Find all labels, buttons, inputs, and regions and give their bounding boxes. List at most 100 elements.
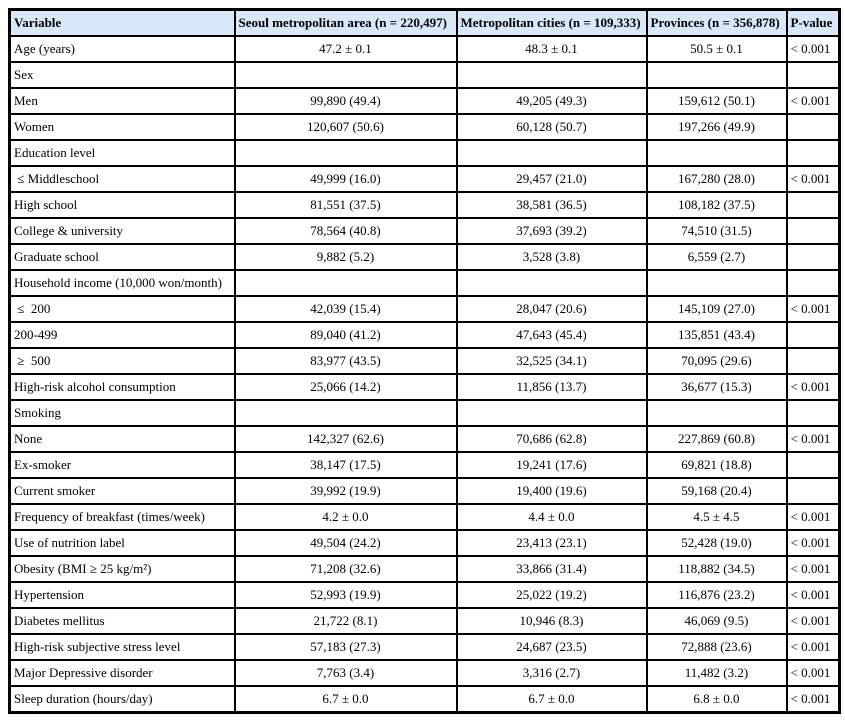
table-row: Age (years) 47.2 ± 0.1 48.3 ± 0.1 50.5 ± 0.… — [8, 35, 841, 63]
cell-variable: Obesity (BMI ≥ 25 kg/m²) — [8, 555, 236, 583]
cell-seoul: 47.2 ± 0.1 — [233, 35, 458, 63]
cell-variable: Education level — [8, 139, 236, 167]
cell-seoul: 39,992 (19.9) — [233, 477, 458, 505]
cell-provinces: 72,888 (23.6) — [645, 633, 788, 661]
table-row: Ex-smoker 38,147 (17.5) 19,241 (17.6) 69,82… — [8, 451, 841, 479]
cell-pvalue — [785, 217, 841, 245]
cell-metro-cities: 32,525 (34.1) — [455, 347, 648, 375]
cell-provinces: 11,482 (3.2) — [645, 659, 788, 687]
cell-metro-cities — [455, 269, 648, 297]
cell-variable: Smoking — [8, 399, 236, 427]
table-row: Frequency of breakfast (times/week) 4.2 ±… — [8, 503, 841, 531]
table-row: High-risk alcohol consumption 25,066 (14.… — [8, 373, 841, 401]
cell-pvalue: < 0.001 — [785, 35, 841, 63]
cell-pvalue: < 0.001 — [785, 555, 841, 583]
cell-provinces: 59,168 (20.4) — [645, 477, 788, 505]
table-body: Age (years) 47.2 ± 0.1 48.3 ± 0.1 50.5 ± 0.… — [8, 35, 841, 714]
cell-metro-cities: 19,400 (19.6) — [455, 477, 648, 505]
cell-seoul — [233, 139, 458, 167]
cell-metro-cities — [455, 139, 648, 167]
cell-seoul: 78,564 (40.8) — [233, 217, 458, 245]
header-row: Variable Seoul metropolitan area (n = 22… — [8, 8, 841, 37]
cell-provinces: 6.8 ± 0.0 — [645, 685, 788, 714]
cell-metro-cities: 25,022 (19.2) — [455, 581, 648, 609]
cell-pvalue — [785, 243, 841, 271]
cell-variable: Sex — [8, 61, 236, 89]
cell-metro-cities: 60,128 (50.7) — [455, 113, 648, 141]
cell-pvalue: < 0.001 — [785, 425, 841, 453]
column-header-seoul: Seoul metropolitan area (n = 220,497) — [233, 8, 458, 37]
cell-pvalue — [785, 399, 841, 427]
table-row: Graduate school 9,882 (5.2) 3,528 (3.8) 6,5… — [8, 243, 841, 271]
cell-variable: Ex-smoker — [8, 451, 236, 479]
cell-pvalue: < 0.001 — [785, 87, 841, 115]
cell-metro-cities: 23,413 (23.1) — [455, 529, 648, 557]
cell-seoul: 7,763 (3.4) — [233, 659, 458, 687]
cell-pvalue: < 0.001 — [785, 633, 841, 661]
table-row: High school 81,551 (37.5) 38,581 (36.5) 108… — [8, 191, 841, 219]
cell-provinces: 118,882 (34.5) — [645, 555, 788, 583]
cell-seoul: 4.2 ± 0.0 — [233, 503, 458, 531]
column-header-pvalue: P-value — [785, 8, 841, 37]
column-header-metro-cities: Metropolitan cities (n = 109,333) — [455, 8, 648, 37]
table-row: Diabetes mellitus 21,722 (8.1) 10,946 (8.3… — [8, 607, 841, 635]
cell-metro-cities: 29,457 (21.0) — [455, 165, 648, 193]
cell-seoul: 9,882 (5.2) — [233, 243, 458, 271]
table-row: ≤ Middleschool 49,999 (16.0) 29,457 (21.0)… — [8, 165, 841, 193]
cell-metro-cities: 28,047 (20.6) — [455, 295, 648, 323]
cell-provinces: 46,069 (9.5) — [645, 607, 788, 635]
cell-pvalue: < 0.001 — [785, 373, 841, 401]
table-row: None 142,327 (62.6) 70,686 (62.8) 227,869 (… — [8, 425, 841, 453]
cell-seoul — [233, 399, 458, 427]
cell-metro-cities: 3,316 (2.7) — [455, 659, 648, 687]
column-header-variable: Variable — [8, 8, 236, 37]
cell-variable: Use of nutrition label — [8, 529, 236, 557]
table-row: Smoking — [8, 399, 841, 427]
cell-seoul: 6.7 ± 0.0 — [233, 685, 458, 714]
cell-pvalue: < 0.001 — [785, 529, 841, 557]
table-row: Men 99,890 (49.4) 49,205 (49.3) 159,612 (50… — [8, 87, 841, 115]
cell-provinces: 4.5 ± 4.5 — [645, 503, 788, 531]
cell-pvalue — [785, 347, 841, 375]
cell-metro-cities: 4.4 ± 0.0 — [455, 503, 648, 531]
cell-seoul: 21,722 (8.1) — [233, 607, 458, 635]
cell-seoul: 81,551 (37.5) — [233, 191, 458, 219]
cell-pvalue: < 0.001 — [785, 581, 841, 609]
cell-seoul — [233, 61, 458, 89]
cell-seoul: 57,183 (27.3) — [233, 633, 458, 661]
cell-metro-cities: 11,856 (13.7) — [455, 373, 648, 401]
cell-seoul — [233, 269, 458, 297]
cell-pvalue — [785, 321, 841, 349]
table-row: Education level — [8, 139, 841, 167]
table-row: Obesity (BMI ≥ 25 kg/m²) 71,208 (32.6) 33,… — [8, 555, 841, 583]
cell-provinces: 108,182 (37.5) — [645, 191, 788, 219]
cell-pvalue — [785, 61, 841, 89]
cell-provinces: 50.5 ± 0.1 — [645, 35, 788, 63]
cell-variable: ≤ Middleschool — [8, 165, 236, 193]
cell-provinces — [645, 139, 788, 167]
cell-pvalue — [785, 269, 841, 297]
cell-variable: Hypertension — [8, 581, 236, 609]
cell-seoul: 38,147 (17.5) — [233, 451, 458, 479]
table-row: ≤ 200 42,039 (15.4) 28,047 (20.6) 145,109 (… — [8, 295, 841, 323]
cell-provinces: 159,612 (50.1) — [645, 87, 788, 115]
table-row: Hypertension 52,993 (19.9) 25,022 (19.2) 11… — [8, 581, 841, 609]
table-row: Household income (10,000 won/month) — [8, 269, 841, 297]
cell-metro-cities: 6.7 ± 0.0 — [455, 685, 648, 714]
cell-seoul: 120,607 (50.6) — [233, 113, 458, 141]
characteristics-table: Variable Seoul metropolitan area (n = 22… — [8, 8, 841, 714]
cell-provinces: 145,109 (27.0) — [645, 295, 788, 323]
cell-provinces: 227,869 (60.8) — [645, 425, 788, 453]
cell-provinces — [645, 269, 788, 297]
table-row: 200-499 89,040 (41.2) 47,643 (45.4) 135,851… — [8, 321, 841, 349]
cell-provinces — [645, 61, 788, 89]
cell-pvalue: < 0.001 — [785, 607, 841, 635]
cell-provinces: 70,095 (29.6) — [645, 347, 788, 375]
cell-variable: Household income (10,000 won/month) — [8, 269, 236, 297]
cell-metro-cities: 24,687 (23.5) — [455, 633, 648, 661]
cell-metro-cities: 47,643 (45.4) — [455, 321, 648, 349]
cell-variable: ≤ 200 — [8, 295, 236, 323]
cell-pvalue — [785, 191, 841, 219]
cell-variable: Major Depressive disorder — [8, 659, 236, 687]
